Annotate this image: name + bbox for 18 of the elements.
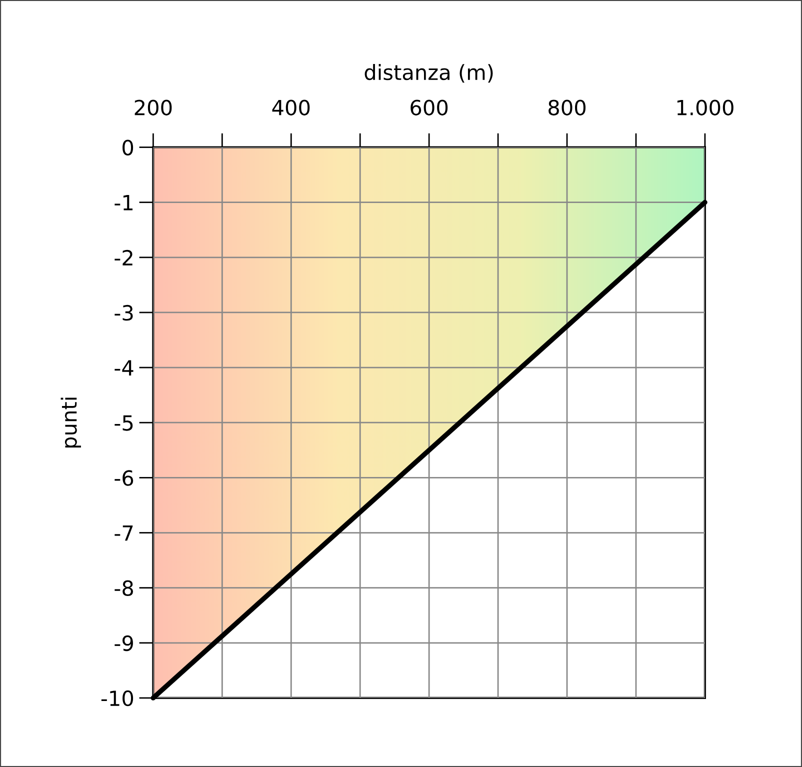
y-tick-label: -7 bbox=[114, 525, 133, 541]
x-tick-label: 200 bbox=[134, 100, 172, 116]
y-axis-title: punti bbox=[60, 398, 81, 448]
y-tick-label: -10 bbox=[101, 690, 134, 706]
y-tick-label: -1 bbox=[114, 195, 133, 210]
x-tick-label: 800 bbox=[548, 100, 586, 116]
y-tick-label: 0 bbox=[122, 140, 134, 156]
x-tick-label: 400 bbox=[272, 100, 310, 116]
y-tick-label: -3 bbox=[114, 304, 133, 321]
y-tick-label: -8 bbox=[114, 580, 134, 596]
y-tick-label: -5 bbox=[114, 415, 133, 431]
y-tick-label: -2 bbox=[114, 250, 132, 266]
x-tick-label: 1.000 bbox=[677, 100, 734, 116]
y-tick-label: -6 bbox=[114, 470, 134, 486]
x-axis-title: distanza (m) bbox=[364, 64, 493, 83]
y-tick-label: -9 bbox=[114, 635, 133, 652]
y-tick-label: -4 bbox=[114, 360, 134, 376]
x-tick-label: 600 bbox=[410, 100, 448, 116]
